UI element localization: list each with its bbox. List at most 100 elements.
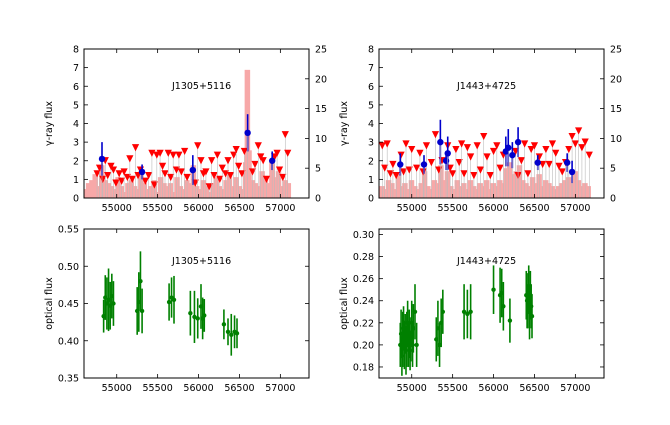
ts-bar: [533, 183, 539, 198]
ts-bar: [454, 180, 461, 198]
upper-limit-marker: [517, 157, 525, 165]
upper-limit-marker: [202, 168, 210, 176]
ts-bar: [585, 186, 591, 198]
y-tick-label: 6: [368, 82, 374, 93]
upper-limit-marker: [141, 177, 149, 185]
upper-limit-marker: [552, 149, 560, 157]
upper-limit-marker: [118, 177, 126, 185]
x-tick-label: 56500: [224, 383, 254, 394]
x-tick-label: 56500: [519, 203, 549, 214]
y2-tick-label: 25: [610, 45, 622, 56]
upper-limit-marker: [158, 162, 167, 170]
ts-bar: [174, 177, 180, 198]
ts-bar: [392, 189, 398, 198]
y2-tick-label: 0: [610, 194, 616, 205]
upper-limit-marker: [281, 131, 289, 139]
upper-limit-marker: [254, 142, 262, 150]
y2-tick-label: 5: [610, 164, 616, 175]
upper-limit-marker: [585, 151, 593, 159]
data-point: [138, 278, 143, 284]
data-point: [195, 316, 200, 321]
y-tick-label: 7: [368, 63, 374, 74]
data-point: [397, 161, 404, 168]
upper-limit-marker: [107, 162, 115, 170]
y-tick-label: 0.26: [353, 274, 374, 285]
upper-limit-marker: [392, 172, 400, 180]
ts-bar: [220, 189, 226, 198]
upper-limit-marker: [496, 164, 504, 172]
upper-limit-marker: [379, 142, 386, 150]
x-tick-label: 56000: [183, 203, 213, 214]
ts-bar: [506, 162, 513, 198]
y-tick-label: 1: [368, 175, 374, 186]
ts-bar: [285, 183, 292, 198]
upper-limit-marker: [259, 157, 267, 165]
panel-3: 55000 55500 56000 56500 57000 0.35 0.40 0.45 0.5…: [44, 225, 310, 394]
ts-bar: [441, 180, 447, 198]
ts-bar: [164, 186, 170, 198]
ts-bar: [112, 189, 118, 198]
upper-limit-marker: [218, 164, 226, 172]
upper-limit-marker: [473, 142, 481, 150]
ts-bar: [382, 189, 389, 198]
upper-limit-marker: [530, 142, 539, 150]
x-tick-label: 57000: [560, 203, 590, 214]
x-tick-label: 56500: [224, 203, 254, 214]
data-point: [221, 322, 227, 327]
ts-bar: [180, 189, 187, 198]
ts-bar: [418, 183, 425, 198]
data-point: [491, 287, 496, 292]
ts-bar: [405, 189, 411, 198]
ts-bar: [503, 168, 510, 198]
data-point: [505, 144, 512, 151]
y-tick-label: 7: [73, 63, 79, 74]
data-point: [234, 331, 240, 336]
upper-limit-marker: [128, 175, 136, 183]
y-tick-label: 5: [73, 100, 79, 111]
data-point: [189, 166, 197, 174]
y-tick-label: 8: [368, 45, 374, 56]
ts-bar: [236, 186, 242, 198]
upper-limit-marker: [210, 172, 218, 180]
upper-limit-marker: [93, 170, 101, 178]
source-label: J1305+5116: [171, 81, 231, 92]
ts-bar: [157, 177, 164, 198]
panel-2: 55000 55500 56000 56500 57000 0 1 2 3 4 5 6 7 8 0 5 10 15…: [339, 45, 622, 215]
upper-limit-marker: [120, 168, 128, 176]
ts-bar: [105, 183, 112, 198]
ts-bar: [229, 186, 236, 198]
ts-bar: [451, 189, 457, 198]
source-label: J1305+5116: [171, 256, 231, 267]
y-tick-label: 2: [368, 156, 374, 167]
ts-bar: [207, 192, 213, 198]
upper-limit-marker: [232, 145, 240, 154]
data-point: [192, 314, 197, 320]
ts-bar: [115, 177, 121, 198]
upper-limit-marker: [205, 183, 213, 191]
y-tick-label: 0.20: [353, 340, 374, 351]
y-tick-label: 0.45: [58, 299, 79, 310]
upper-limit-marker: [449, 170, 457, 178]
upper-limit-marker: [279, 173, 287, 182]
upper-limit-marker: [156, 149, 164, 157]
upper-limit-marker: [480, 132, 488, 141]
upper-limit-marker: [161, 170, 169, 178]
y-tick-label: 3: [73, 138, 79, 149]
x-tick-label: 57000: [265, 383, 295, 394]
data-point: [98, 155, 106, 163]
ts-bar: [141, 183, 148, 198]
upper-limit-marker: [416, 149, 424, 157]
ts-bar: [226, 174, 233, 198]
x-tick-label: 56000: [183, 383, 213, 394]
x-tick-label: 56500: [519, 383, 549, 394]
upper-limit-marker: [181, 147, 189, 156]
ts-bar: [523, 183, 529, 198]
upper-limit-marker: [208, 157, 216, 165]
upper-limit-marker: [581, 138, 589, 146]
y-tick-label: 0.30: [353, 230, 374, 241]
upper-limit-marker: [221, 170, 230, 178]
data-point: [138, 168, 146, 176]
ts-bar: [161, 183, 167, 198]
y2-tick-label: 10: [610, 134, 622, 145]
ts-bar: [438, 165, 444, 198]
